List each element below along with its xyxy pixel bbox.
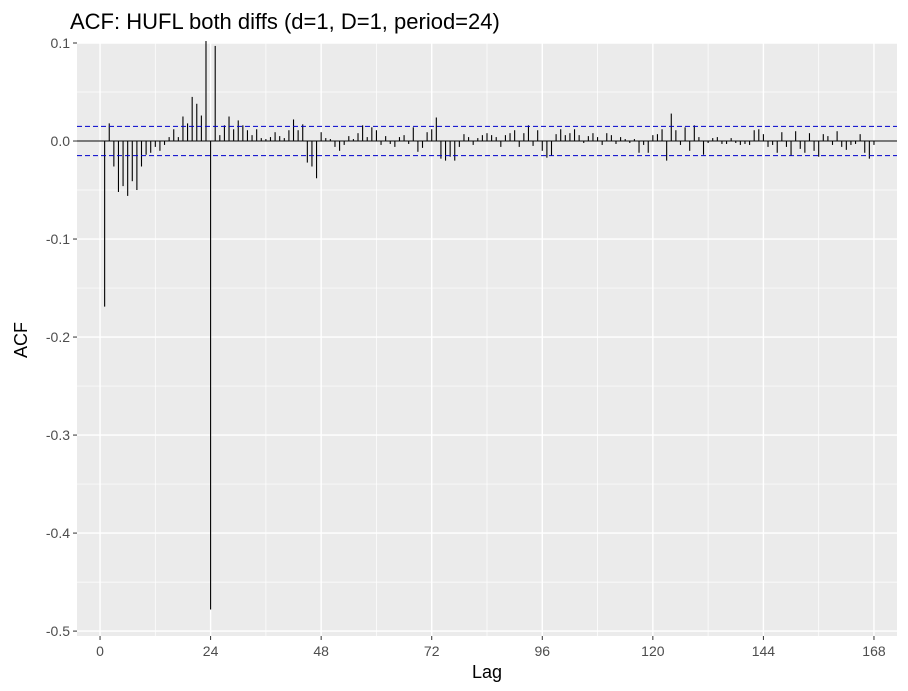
y-tick-label: -0.2 [46,329,70,345]
y-tick-label: -0.5 [46,623,70,639]
acf-bars [104,41,875,610]
x-tick-label: 24 [203,643,219,659]
x-tick-label: 96 [534,643,550,659]
y-tick-label: 0.0 [51,133,71,149]
x-axis-label: Lag [472,662,502,682]
y-tick-label: -0.3 [46,427,70,443]
x-tick-label: 120 [641,643,665,659]
y-tick-label: 0.1 [51,35,71,51]
confidence-bounds [77,125,897,157]
minor-grid-lines [77,43,897,636]
x-axis-ticks: 0 24 48 72 96 120 144 168 [96,636,886,659]
y-tick-label: -0.4 [46,525,70,541]
x-tick-label: 48 [313,643,329,659]
x-tick-label: 72 [424,643,440,659]
x-tick-label: 0 [96,643,104,659]
chart-title: ACF: HUFL both diffs (d=1, D=1, period=2… [70,9,500,34]
y-axis-ticks: 0.1 0.0 -0.1 -0.2 -0.3 -0.4 -0.5 [46,35,77,639]
y-tick-label: -0.1 [46,231,70,247]
y-axis-label: ACF [11,322,31,358]
x-tick-label: 144 [752,643,776,659]
x-tick-label: 168 [862,643,886,659]
